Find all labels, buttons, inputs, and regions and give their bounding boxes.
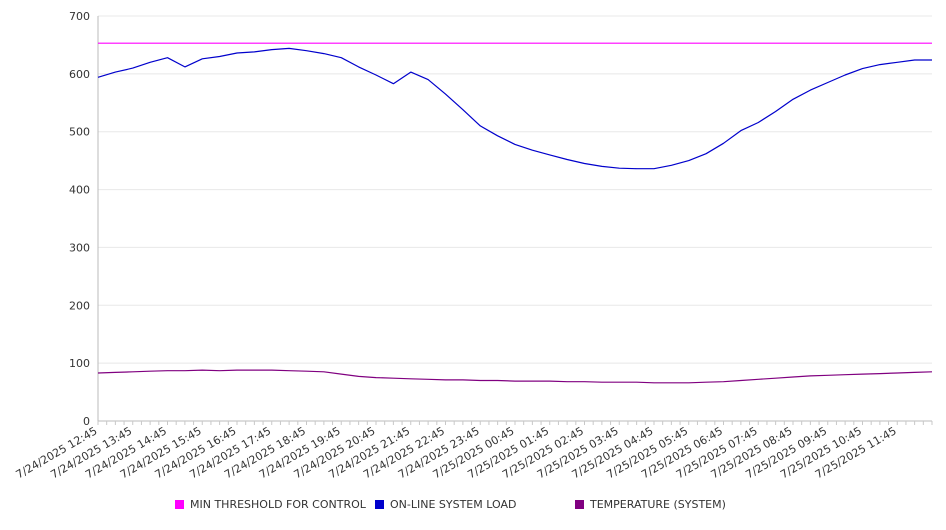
legend-item-system-load: ON-LINE SYSTEM LOAD xyxy=(375,498,516,511)
legend-swatch-system-load xyxy=(375,500,384,509)
y-tick-label: 700 xyxy=(69,10,90,23)
legend-label-temperature: TEMPERATURE (SYSTEM) xyxy=(590,498,726,511)
legend-item-temperature: TEMPERATURE (SYSTEM) xyxy=(575,498,726,511)
grid-lines xyxy=(98,15,932,364)
y-tick-label: 600 xyxy=(69,68,90,81)
legend-item-min-threshold: MIN THRESHOLD FOR CONTROL xyxy=(175,498,366,511)
legend: MIN THRESHOLD FOR CONTROL ON-LINE SYSTEM… xyxy=(0,498,946,514)
legend-label-system-load: ON-LINE SYSTEM LOAD xyxy=(390,498,517,511)
legend-swatch-min-threshold xyxy=(175,500,184,509)
y-tick-label: 300 xyxy=(69,241,90,254)
y-tick-label: 400 xyxy=(69,184,90,197)
axes xyxy=(97,16,933,425)
y-tick-label: 0 xyxy=(83,415,90,428)
y-tick-label: 100 xyxy=(69,357,90,370)
y-tick-label: 500 xyxy=(69,126,90,139)
series-line-2 xyxy=(97,369,933,384)
series-lines xyxy=(97,42,933,384)
legend-label-min-threshold: MIN THRESHOLD FOR CONTROL xyxy=(190,498,366,511)
series-line-1 xyxy=(97,47,932,170)
legend-swatch-temperature xyxy=(575,500,584,509)
y-tick-label: 200 xyxy=(69,299,90,312)
